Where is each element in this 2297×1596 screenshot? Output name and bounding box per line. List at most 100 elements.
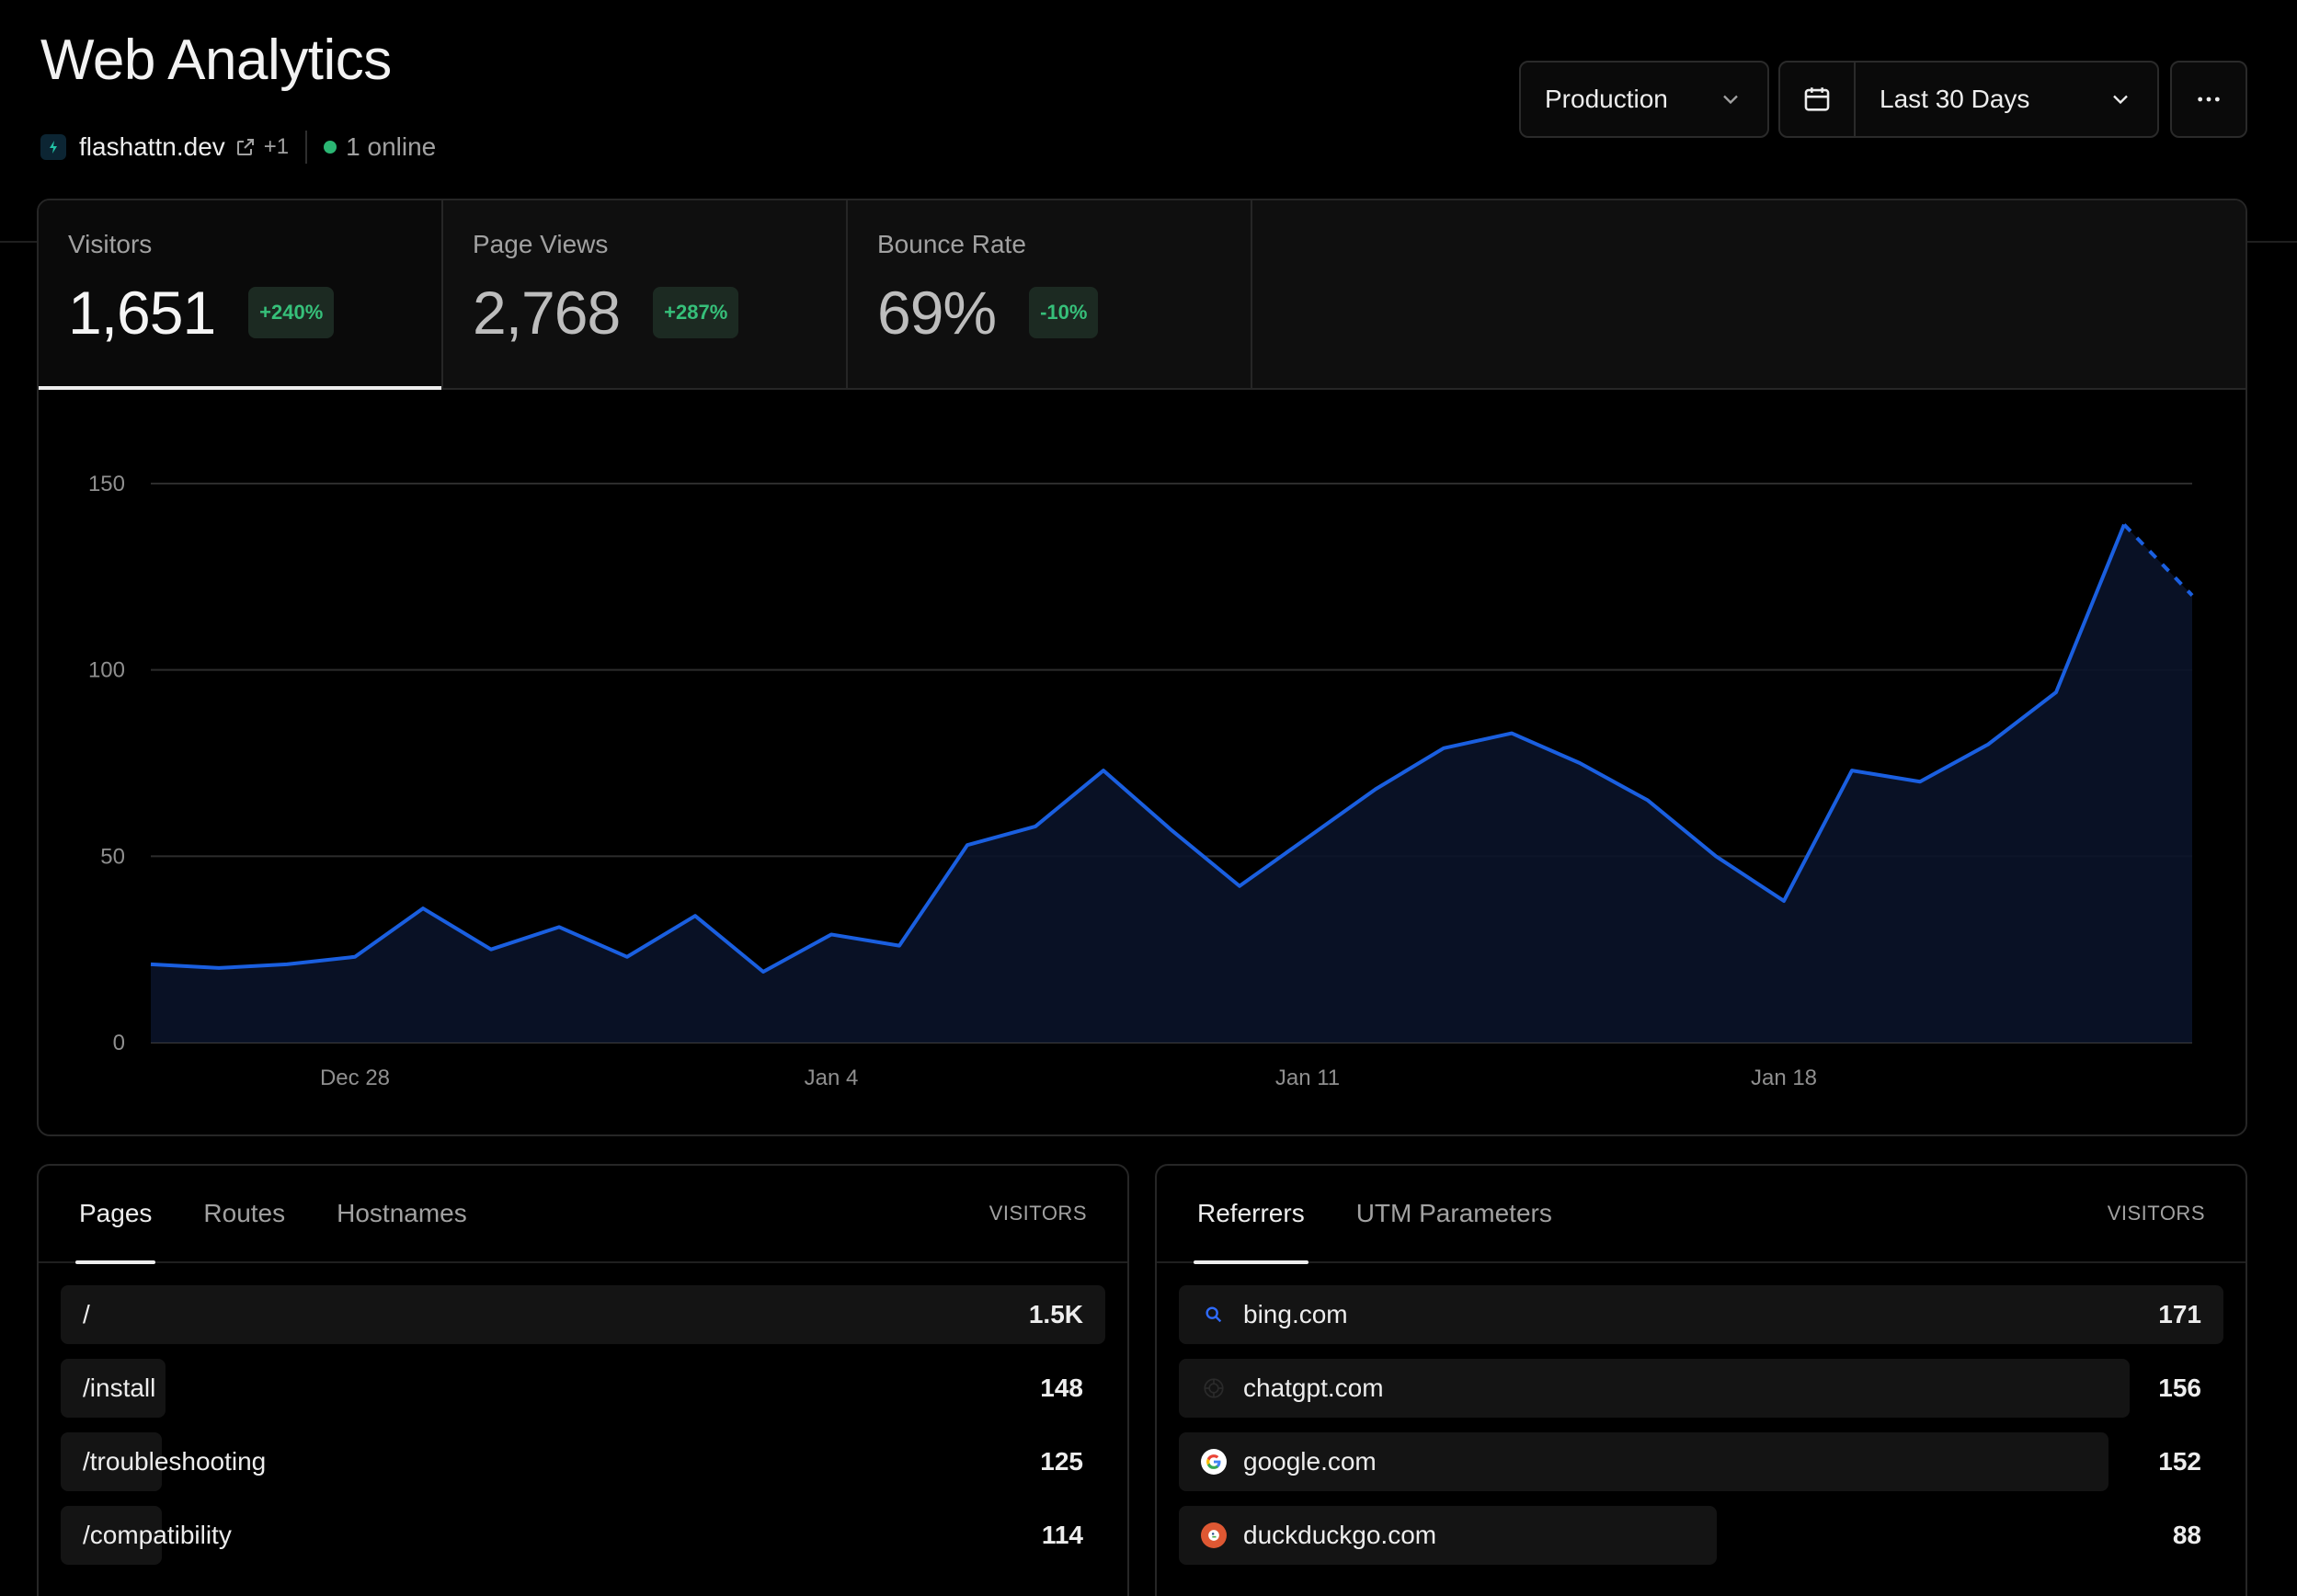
tab-utm-parameters[interactable]: UTM Parameters: [1355, 1199, 1552, 1227]
visitor-count: 171: [2158, 1300, 2201, 1328]
data-point: [1849, 768, 1855, 773]
metric-tab-page-views[interactable]: Page Views 2,768 +287%: [443, 200, 848, 388]
data-point: [1305, 835, 1310, 840]
external-link-icon[interactable]: [234, 136, 257, 158]
analytics-card: Visitors 1,651 +240% Page Views 2,768 +2…: [37, 199, 2247, 1136]
extra-domains-count[interactable]: +1: [263, 134, 290, 159]
data-point: [897, 943, 902, 949]
tab-pages[interactable]: Pages: [74, 1166, 156, 1264]
pages-panel: Pages Routes Hostnames VISITORS / 1.5K /i…: [37, 1164, 1129, 1596]
tab-routes[interactable]: Routes: [203, 1199, 286, 1227]
metric-value: 2,768: [473, 279, 621, 347]
visitors-chart[interactable]: 0 50 100 150 Dec 28 Jan 4 Jan 11 Jan 18: [39, 390, 2246, 1134]
data-point: [829, 931, 834, 937]
x-tick-label: Jan 18: [1751, 1066, 1817, 1090]
list-item[interactable]: bing.com 171: [1179, 1285, 2223, 1344]
page-path: /troubleshooting: [83, 1447, 267, 1476]
row-bar: [61, 1432, 162, 1491]
list-item[interactable]: / 1.5K: [61, 1285, 1105, 1344]
online-status-dot-icon: [324, 141, 337, 154]
data-point: [1645, 798, 1651, 804]
data-point: [1713, 853, 1719, 859]
page-path: /: [83, 1300, 90, 1328]
data-point: [1985, 742, 1991, 747]
list-item[interactable]: duckduckgo.com 88: [1179, 1506, 2223, 1565]
data-point: [1917, 779, 1923, 784]
data-point: [1781, 898, 1787, 904]
referrers-panel: Referrers UTM Parameters VISITORS bing.c…: [1155, 1164, 2247, 1596]
project-domain-link[interactable]: flashattn.dev: [79, 132, 225, 161]
visitor-count: 148: [1040, 1374, 1083, 1402]
y-tick-label: 150: [88, 472, 125, 496]
change-badge: +240%: [248, 287, 335, 338]
row-bar: [1179, 1506, 1718, 1565]
x-tick-label: Jan 11: [1275, 1066, 1340, 1090]
data-point: [148, 962, 154, 967]
row-bar: [61, 1359, 166, 1418]
list-item[interactable]: /install 148: [61, 1359, 1105, 1418]
data-point: [1169, 827, 1174, 833]
x-tick-label: Jan 4: [805, 1066, 859, 1090]
data-point: [284, 962, 290, 967]
page-title: Web Analytics: [40, 28, 392, 92]
metric-tab-bounce-rate[interactable]: Bounce Rate 69% -10%: [848, 200, 1252, 388]
calendar-icon[interactable]: [1780, 63, 1856, 136]
list-item[interactable]: chatgpt.com 156: [1179, 1359, 2223, 1418]
referrer-domain: bing.com: [1243, 1300, 1348, 1328]
data-point: [2053, 690, 2059, 695]
data-point: [216, 965, 222, 971]
area-fill: [151, 524, 2192, 1043]
series-line-incomplete: [2122, 523, 2194, 597]
more-options-button[interactable]: [2170, 61, 2247, 138]
date-range-value: Last 30 Days: [1880, 85, 2030, 113]
x-tick-label: Dec 28: [320, 1066, 390, 1090]
data-point: [1373, 786, 1378, 792]
data-point: [624, 954, 630, 960]
project-favicon-icon: [40, 134, 66, 160]
metric-label: Page Views: [473, 230, 609, 258]
metric-value: 1,651: [68, 279, 216, 347]
referrer-domain: chatgpt.com: [1243, 1374, 1384, 1402]
metric-value: 69%: [877, 279, 997, 347]
data-point: [1577, 760, 1583, 766]
visitor-count: 152: [2158, 1447, 2201, 1476]
data-point: [352, 954, 358, 960]
referrer-domain: duckduckgo.com: [1243, 1521, 1437, 1549]
page-path: /compatibility: [83, 1521, 232, 1549]
list-item[interactable]: /troubleshooting 125: [61, 1432, 1105, 1491]
chevron-down-icon: [1723, 95, 1738, 105]
visitor-count: 125: [1040, 1447, 1083, 1476]
tab-hostnames[interactable]: Hostnames: [337, 1199, 467, 1227]
data-point: [965, 842, 970, 848]
tab-referrers[interactable]: Referrers: [1194, 1166, 1308, 1264]
data-point: [488, 947, 494, 952]
list-item[interactable]: google.com 152: [1179, 1432, 2223, 1491]
row-bar: [1179, 1285, 2223, 1344]
data-point: [556, 924, 562, 929]
chatgpt-icon: [1201, 1375, 1227, 1401]
referrers-list: bing.com 171 chatgpt.com 156 google.com …: [1157, 1263, 2246, 1565]
column-header-visitors: VISITORS: [2107, 1202, 2205, 1225]
visitor-count: 114: [1041, 1521, 1083, 1549]
row-bar: [1179, 1432, 2109, 1491]
pages-list: / 1.5K /install 148 /troubleshooting 125 /c…: [39, 1263, 1127, 1565]
list-item[interactable]: /compatibility 114: [61, 1506, 1105, 1565]
y-tick-label: 50: [100, 844, 125, 869]
metric-label: Bounce Rate: [877, 230, 1026, 258]
data-point: [420, 906, 426, 911]
date-range-select[interactable]: Last 30 Days: [1778, 61, 2159, 138]
data-point: [1237, 884, 1242, 889]
data-point: [2121, 522, 2127, 528]
online-count: 1 online: [346, 132, 437, 161]
environment-select[interactable]: Production: [1519, 61, 1769, 138]
series-line: [150, 523, 2126, 974]
visitor-count: 1.5K: [1028, 1300, 1083, 1328]
duckduckgo-icon: [1201, 1522, 1227, 1548]
metric-tab-visitors[interactable]: Visitors 1,651 +240%: [39, 200, 443, 390]
metric-tabs: Visitors 1,651 +240% Page Views 2,768 +2…: [39, 200, 2246, 390]
data-point: [1509, 731, 1514, 736]
row-bar: [61, 1285, 1105, 1344]
data-point: [1033, 824, 1038, 829]
y-tick-label: 100: [88, 658, 125, 683]
